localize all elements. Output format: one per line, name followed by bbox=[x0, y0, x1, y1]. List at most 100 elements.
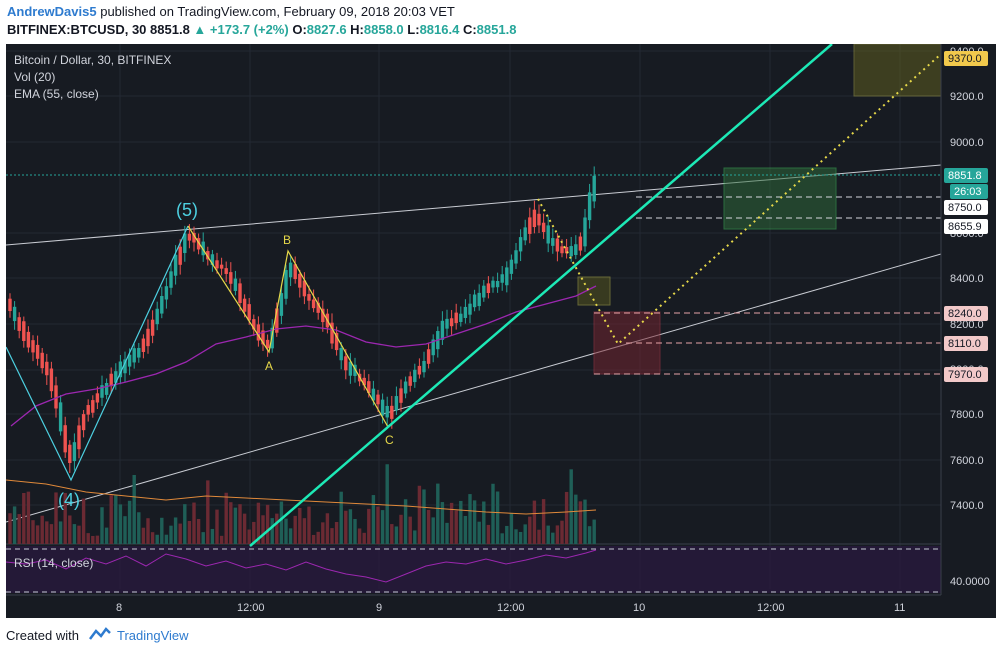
candle-body bbox=[560, 246, 564, 254]
wave-lines bbox=[5, 53, 942, 482]
candle-body bbox=[72, 442, 77, 462]
candle-body bbox=[127, 354, 132, 367]
wave-5-label: (5) bbox=[176, 200, 198, 220]
candle-body bbox=[500, 274, 504, 283]
volume-bar bbox=[293, 515, 297, 544]
candle-body bbox=[196, 238, 201, 250]
volume-bar bbox=[528, 516, 532, 544]
candle-body bbox=[472, 294, 477, 308]
volume-bar bbox=[311, 534, 316, 544]
volume-bar bbox=[514, 529, 518, 544]
candle-body bbox=[132, 348, 136, 363]
volume-bar bbox=[146, 518, 150, 544]
open-value: 8827.6 bbox=[306, 22, 347, 37]
volume-bar bbox=[137, 512, 141, 544]
volume-bar bbox=[334, 521, 339, 544]
volume-bar bbox=[339, 491, 343, 544]
candle-body bbox=[380, 399, 385, 416]
volume-bar bbox=[454, 510, 458, 544]
candle-body bbox=[477, 292, 481, 307]
candle-body bbox=[275, 308, 279, 333]
high-value: 8858.0 bbox=[363, 22, 404, 37]
ema-line bbox=[10, 285, 597, 427]
volume-bar bbox=[58, 521, 63, 544]
volume-bar bbox=[155, 534, 159, 544]
volume-bar bbox=[8, 513, 12, 544]
volume-bar bbox=[417, 485, 422, 544]
candle-body bbox=[284, 270, 288, 299]
candle-body bbox=[417, 365, 422, 375]
candle-body bbox=[22, 321, 26, 341]
candle-body bbox=[528, 217, 532, 234]
candle-body bbox=[86, 405, 90, 415]
volume-bar bbox=[569, 469, 573, 544]
candle-body bbox=[468, 303, 472, 315]
low-label: L: bbox=[407, 22, 420, 37]
volume-bar bbox=[436, 483, 440, 544]
candle-body bbox=[564, 246, 569, 254]
volume-bar bbox=[81, 498, 86, 544]
legend-title: Bitcoin / Dollar, 30, BITFINEX bbox=[14, 53, 171, 67]
volume-bar bbox=[564, 491, 569, 544]
volume-bar bbox=[141, 527, 146, 544]
tradingview-logo-icon[interactable] bbox=[88, 627, 112, 641]
chart-canvas[interactable]: (5) (4) A B C Bitcoin / Dollar, 30, BITF… bbox=[5, 43, 996, 618]
volume-bar bbox=[160, 517, 164, 544]
volume-bar bbox=[587, 526, 592, 544]
candle-body bbox=[137, 347, 141, 358]
ohlc-line: BITFINEX:BTCUSD, 30 8851.8 ▲ +173.7 (+2%… bbox=[7, 22, 516, 37]
volume-bar bbox=[380, 510, 385, 544]
candle-body bbox=[247, 304, 251, 321]
candle-body bbox=[569, 246, 573, 257]
candle-body bbox=[183, 233, 187, 254]
volume-bar bbox=[463, 515, 468, 544]
volume-bar bbox=[252, 521, 256, 544]
volume-bar bbox=[210, 528, 215, 544]
volume-bar bbox=[546, 525, 550, 544]
candle-body bbox=[587, 192, 592, 221]
candle-body bbox=[445, 318, 449, 329]
candle-body bbox=[17, 317, 21, 331]
candle-body bbox=[321, 308, 325, 323]
candle-body bbox=[261, 330, 265, 345]
candle-body bbox=[555, 238, 560, 252]
candle-body bbox=[229, 272, 233, 284]
chart-area[interactable]: (5) (4) A B C Bitcoin / Dollar, 30, BITF… bbox=[5, 43, 996, 618]
close-label: C: bbox=[462, 22, 477, 37]
candles bbox=[8, 166, 596, 473]
candle-body bbox=[413, 369, 417, 383]
volume-bar bbox=[357, 528, 362, 544]
candle-body bbox=[45, 361, 49, 376]
candle-body bbox=[252, 319, 256, 330]
volume-bar bbox=[362, 532, 366, 544]
candle-body bbox=[514, 250, 518, 264]
time-tick: 12:00 bbox=[757, 602, 785, 614]
candle-body bbox=[482, 285, 486, 298]
volume-bar bbox=[206, 480, 210, 544]
volume-bar bbox=[164, 534, 169, 544]
candle-body bbox=[118, 361, 123, 378]
candle-body bbox=[316, 302, 320, 313]
candle-body bbox=[551, 238, 555, 246]
volume-bar bbox=[505, 525, 509, 544]
candle-body bbox=[256, 324, 261, 341]
price-tick: 8400.0 bbox=[950, 273, 984, 285]
volume-bar bbox=[482, 501, 486, 544]
author-link[interactable]: AndrewDavis5 bbox=[7, 4, 97, 19]
volume-bar bbox=[578, 501, 583, 544]
candle-body bbox=[49, 368, 54, 392]
volume-bar bbox=[104, 527, 109, 544]
candle-body bbox=[8, 298, 12, 312]
volume-bar bbox=[77, 525, 81, 544]
candle-body bbox=[215, 260, 219, 269]
volume-bar bbox=[279, 501, 284, 544]
legend-vol: Vol (20) bbox=[14, 70, 55, 84]
tradingview-link[interactable]: TradingView bbox=[117, 628, 189, 643]
volume-bar bbox=[31, 520, 35, 544]
volume-bar bbox=[376, 506, 380, 544]
volume-bar bbox=[17, 514, 21, 544]
legend-rsi: RSI (14, close) bbox=[14, 556, 93, 570]
legend-ema: EMA (55, close) bbox=[14, 87, 99, 101]
candle-body bbox=[459, 313, 463, 322]
volume-bar bbox=[399, 514, 403, 544]
